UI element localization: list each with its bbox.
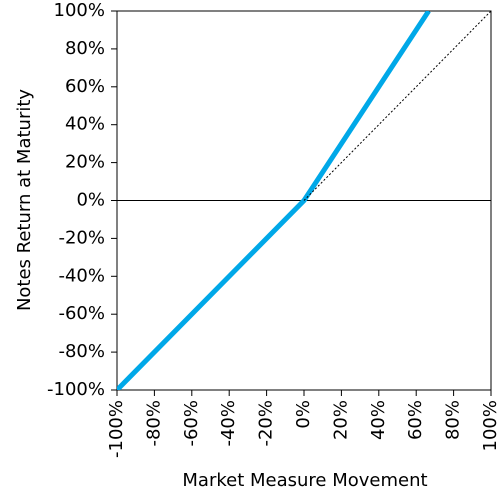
- y-tick-label: 0%: [76, 190, 105, 211]
- x-axis-label: Market Measure Movement: [182, 470, 427, 491]
- y-tick-label: -60%: [58, 303, 105, 324]
- y-tick-label: -20%: [58, 227, 105, 248]
- y-tick-label: 20%: [65, 152, 105, 173]
- x-tick-label: -60%: [181, 400, 202, 447]
- y-tick-label: -40%: [58, 265, 105, 286]
- x-tick-label: 20%: [330, 400, 351, 440]
- y-tick-label: 80%: [65, 38, 105, 59]
- y-tick-label: 60%: [65, 76, 105, 97]
- x-tick-label: 40%: [368, 400, 389, 440]
- y-tick-label: -100%: [47, 379, 105, 400]
- x-tick-label: 80%: [443, 400, 464, 440]
- x-tick-label: 60%: [405, 400, 426, 440]
- y-axis-label: Notes Return at Maturity: [14, 89, 35, 311]
- x-tick-label: 100%: [480, 400, 500, 451]
- x-tick-label: -20%: [256, 400, 277, 447]
- y-tick-label: -80%: [58, 341, 105, 362]
- x-tick-label: -80%: [143, 400, 164, 447]
- y-tick-label: 100%: [54, 0, 105, 21]
- y-tick-label: 40%: [65, 114, 105, 135]
- x-tick-label: -100%: [106, 400, 127, 458]
- x-tick-label: -40%: [218, 400, 239, 447]
- series-line: [303, 11, 491, 201]
- x-tick-label: 0%: [293, 400, 314, 429]
